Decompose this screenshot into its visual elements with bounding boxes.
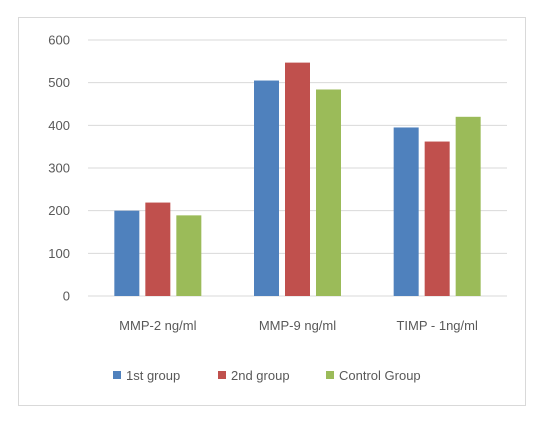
bars (114, 62, 481, 297)
legend-entry: Control Group (339, 368, 421, 383)
x-category-label: MMP-2 ng/ml (119, 318, 196, 333)
y-tick-label: 500 (48, 75, 70, 90)
bar (176, 215, 202, 296)
legend-entry: 2nd group (231, 368, 290, 383)
y-axis-ticks: 0 100 200 300 400 500 600 (48, 33, 70, 304)
bar (393, 127, 419, 296)
x-category-label: TIMP - 1ng/ml (396, 318, 478, 333)
legend-swatch (326, 371, 334, 379)
x-axis-categories: MMP-2 ng/ml MMP-9 ng/ml TIMP - 1ng/ml (119, 318, 478, 333)
bar (316, 89, 341, 296)
y-tick-label: 0 (63, 289, 70, 304)
bar (254, 80, 279, 297)
legend-swatch (218, 371, 226, 379)
y-tick-label: 100 (48, 246, 70, 261)
bar (145, 202, 171, 296)
x-category-label: MMP-9 ng/ml (259, 318, 336, 333)
legend: 1st group 2nd group Control Group (113, 368, 421, 383)
y-tick-label: 400 (48, 118, 70, 133)
legend-swatch (113, 371, 121, 379)
y-tick-label: 300 (48, 161, 70, 176)
bar (424, 141, 450, 296)
y-tick-label: 200 (48, 203, 70, 218)
bar (455, 116, 481, 296)
legend-entry: 1st group (126, 368, 180, 383)
bar (114, 210, 140, 296)
y-tick-label: 600 (48, 33, 70, 48)
bar (285, 62, 310, 296)
